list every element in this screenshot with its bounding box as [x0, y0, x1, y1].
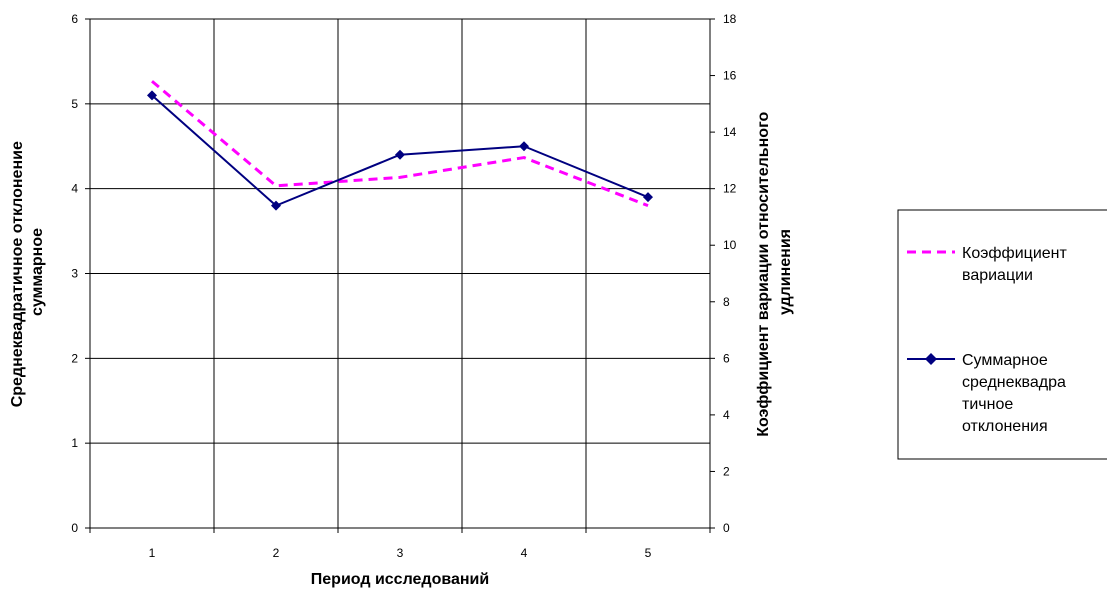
x-tick-label: 4: [521, 546, 528, 560]
y-left-tick-label: 2: [71, 351, 78, 365]
series-layer: [147, 80, 653, 211]
y-right-tick-label: 4: [723, 408, 730, 422]
data-point-1: [271, 200, 281, 211]
svg-text:Среднеквадратичное отклонение: Среднеквадратичное отклонение суммарное: [9, 137, 46, 408]
y-left-tick-label: 5: [71, 97, 78, 111]
y-right-tick-label: 14: [723, 125, 737, 139]
legend: Коэффициент вариации Суммарное среднеква…: [897, 209, 1107, 460]
data-point-1: [147, 90, 157, 101]
y-right-tick-label: 2: [723, 464, 730, 478]
y-right-tick-label: 8: [723, 295, 730, 309]
x-tick-label: 1: [149, 546, 156, 560]
y-left-tick-label: 3: [71, 267, 78, 281]
legend-label-coefficient-line-2: вариации: [962, 267, 1033, 284]
legend-label-coefficient-line-1: Коэффициент: [962, 245, 1067, 262]
x-tick-label: 2: [273, 546, 280, 560]
y-left-tick-label: 0: [71, 521, 78, 535]
y-right-tick-label: 18: [723, 12, 737, 26]
data-point-1: [519, 141, 529, 152]
y-left-tick-label: 6: [71, 12, 78, 26]
y-right-tick-label: 12: [723, 182, 737, 196]
x-tick-label: 5: [645, 546, 652, 560]
y-left-tick-label: 4: [71, 182, 78, 196]
y-axis-left-title-line-1: Среднеквадратичное отклонение: [9, 141, 26, 407]
series-line-0: [151, 80, 649, 208]
data-point-1: [395, 149, 405, 160]
y-right-tick-label: 0: [723, 521, 730, 535]
x-axis-title: Период исследований: [311, 571, 489, 588]
legend-label-std-line-4: отклонения: [962, 418, 1048, 435]
y-axis-right-title-line-1: Коэффициент вариации относительного: [755, 111, 772, 436]
y-right-tick-label: 16: [723, 69, 737, 83]
svg-text:Коэффициент вариации относител: Коэффициент вариации относительного удли…: [755, 107, 794, 437]
legend-box: [897, 209, 1107, 460]
y-axis-left-title-line-2: суммарное: [29, 228, 46, 316]
legend-label-std-line-2: среднеквадра: [962, 374, 1066, 391]
legend-marker-std: [925, 353, 937, 365]
y-right-tick-label: 6: [723, 351, 730, 365]
y-axis-right-title: Коэффициент вариации относительного удли…: [755, 107, 794, 437]
y-left-tick-label: 1: [71, 436, 78, 450]
x-tick-label: 3: [397, 546, 404, 560]
legend-label-coefficient: Коэффициент вариации: [962, 245, 1071, 284]
legend-label-std: Суммарное среднеквадра тичное отклонения: [962, 352, 1070, 435]
data-point-1: [643, 192, 653, 203]
y-axis-left-title: Среднеквадратичное отклонение суммарное: [9, 137, 46, 408]
legend-label-std-line-1: Суммарное: [962, 352, 1048, 369]
y-axis-right-title-line-2: удлинения: [777, 229, 794, 315]
y-right-tick-label: 10: [723, 238, 737, 252]
legend-label-std-line-3: тичное: [962, 396, 1013, 413]
